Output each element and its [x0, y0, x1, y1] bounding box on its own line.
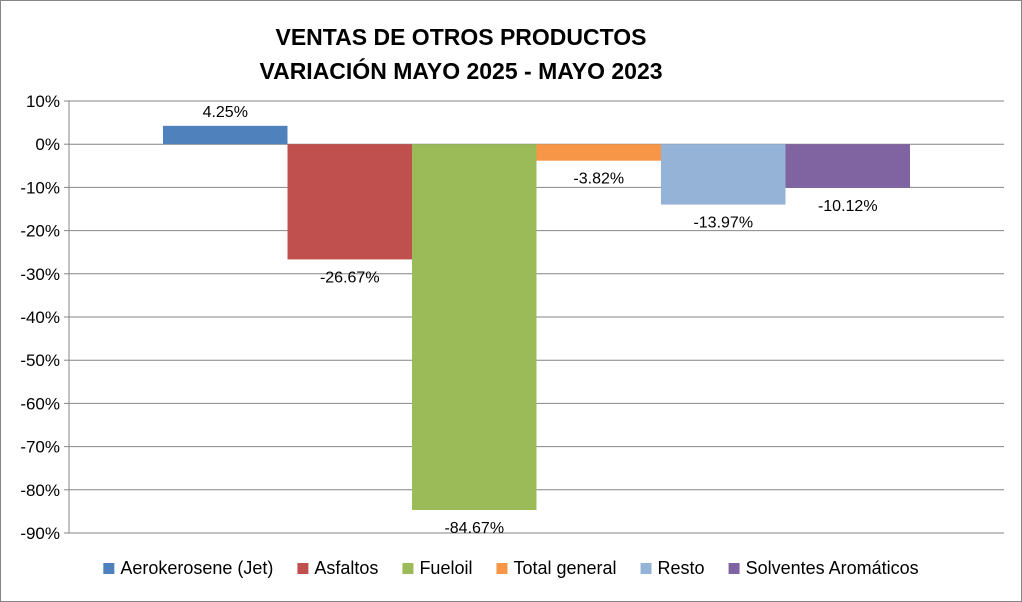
legend-label: Total general [513, 558, 616, 578]
legend-item: Solventes Aromáticos [728, 558, 919, 578]
bar-layer [163, 125, 910, 510]
y-tick-label: -30% [20, 265, 60, 284]
y-tick-label: -10% [20, 178, 60, 197]
legend-swatch [402, 563, 414, 574]
bar-solventes-arom-ticos [785, 144, 910, 188]
bar-total-general [536, 144, 661, 161]
legend: Aerokerosene (Jet) Asfaltos Fueloil Total g… [103, 558, 919, 578]
legend-item: Asfaltos [297, 558, 378, 578]
data-label: -26.67% [320, 269, 380, 286]
legend-item: Total general [496, 558, 617, 578]
legend-swatch [728, 563, 740, 574]
legend-item: Fueloil [402, 558, 472, 578]
data-label-layer: 4.25% -26.67% -84.67% -3.82% -13.97% -10.12% [203, 104, 878, 537]
legend-label: Resto [658, 558, 705, 578]
legend-swatch [496, 563, 508, 574]
bar-fueloil [412, 144, 537, 510]
legend-label: Solventes Aromáticos [746, 558, 919, 578]
data-label: -3.82% [573, 171, 624, 188]
legend-label: Fueloil [419, 558, 472, 578]
bar-aerokerosene-jet [163, 125, 288, 145]
legend-item: Aerokerosene (Jet) [103, 558, 273, 578]
data-label: -84.67% [444, 520, 504, 537]
legend-item: Resto [640, 558, 705, 578]
data-label: -13.97% [693, 215, 753, 232]
y-tick-label: -80% [20, 481, 60, 500]
chart-title-line-1: VENTAS DE OTROS PRODUCTOS [275, 24, 646, 50]
legend-swatch [297, 563, 309, 574]
y-tick-label: -90% [20, 524, 60, 543]
legend-swatch [640, 563, 652, 574]
legend-label: Aerokerosene (Jet) [120, 558, 273, 578]
y-tick-label: -40% [20, 308, 60, 327]
chart-title-line-2: VARIACIÓN MAYO 2025 - MAYO 2023 [259, 57, 662, 84]
bar-asfaltos [287, 144, 412, 260]
data-label: 4.25% [203, 104, 248, 121]
y-tick-label: -60% [20, 394, 60, 413]
bar-resto [661, 144, 786, 205]
y-axis: 10% 0% -10% -20% -30% -40% -50% -60% -70% -80% -90… [20, 92, 70, 543]
y-tick-label: 10% [26, 92, 60, 111]
legend-swatch [103, 563, 115, 574]
y-tick-label: -70% [20, 438, 60, 457]
y-tick-label: -20% [20, 222, 60, 241]
data-label: -10.12% [818, 198, 878, 215]
y-tick-label: 0% [35, 135, 60, 154]
legend-label: Asfaltos [314, 558, 378, 578]
y-tick-label: -50% [20, 351, 60, 370]
